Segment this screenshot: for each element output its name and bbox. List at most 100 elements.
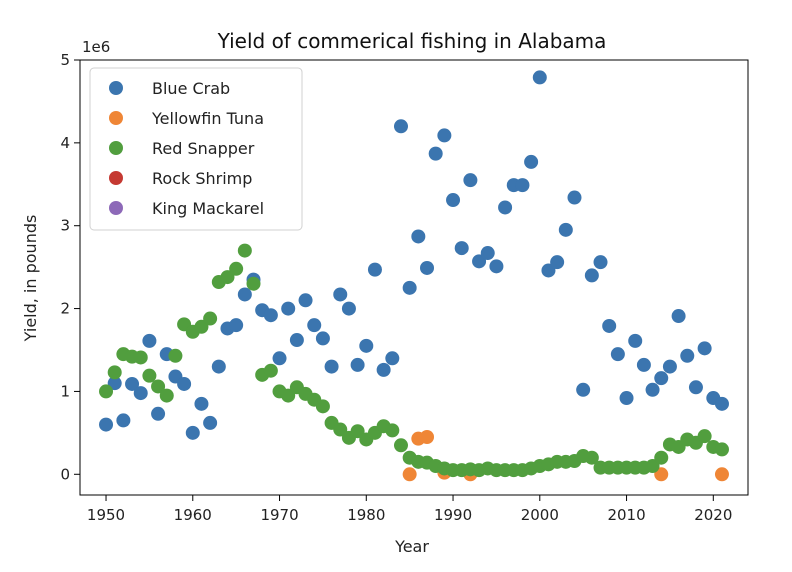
legend-marker (109, 111, 123, 125)
series-red-snapper (99, 243, 729, 478)
blue-crab-point (307, 318, 322, 333)
yellowfin-tuna-point (714, 467, 729, 482)
legend-marker (109, 81, 123, 95)
blue-crab-point (341, 301, 356, 316)
red-snapper-point (107, 365, 122, 380)
blue-crab-point (116, 413, 131, 428)
blue-crab-point (367, 262, 382, 277)
blue-crab-point (714, 396, 729, 411)
x-tick-label: 1950 (87, 506, 125, 524)
chart-title: Yield of commerical fishing in Alabama (217, 29, 607, 53)
blue-crab-point (177, 376, 192, 391)
blue-crab-point (272, 351, 287, 366)
yellowfin-tuna-point (420, 430, 435, 444)
blue-crab-point (654, 371, 669, 386)
red-snapper-point (714, 442, 729, 457)
yellowfin-tuna-point (402, 467, 417, 482)
red-snapper-point (263, 363, 278, 378)
blue-crab-point (99, 417, 114, 432)
blue-crab-point (289, 333, 304, 348)
blue-crab-point (636, 357, 651, 372)
x-tick-label: 2010 (607, 506, 645, 524)
blue-crab-point (662, 359, 677, 374)
blue-crab-point (298, 293, 313, 308)
red-snapper-point (229, 261, 244, 276)
red-snapper-point (333, 422, 348, 437)
blue-crab-point (532, 70, 547, 85)
y-axis-label: Yield, in pounds (21, 215, 40, 343)
blue-crab-point (350, 357, 365, 372)
x-axis-ticks: 1950 1960 1970 1980 1990 2000 2010 2020 (87, 495, 732, 524)
red-snapper-point (246, 276, 261, 291)
y-tick-label: 0 (60, 465, 70, 483)
red-snapper-point (385, 423, 400, 438)
blue-crab-point (524, 154, 539, 169)
blue-crab-point (133, 386, 148, 401)
series-blue-crab (99, 70, 729, 440)
legend-box (89, 67, 303, 231)
blue-crab-point (541, 263, 556, 278)
blue-crab-point (151, 406, 166, 421)
blue-crab-point (610, 347, 625, 362)
red-snapper-point (315, 399, 330, 414)
blue-crab-point (454, 241, 469, 256)
legend-label: Yellowfin Tuna (151, 109, 264, 128)
blue-crab-point (142, 333, 157, 348)
blue-crab-point (107, 376, 122, 391)
blue-crab-point (411, 229, 426, 244)
red-snapper-point (133, 350, 148, 365)
blue-crab-point (628, 333, 643, 348)
red-snapper-point (151, 379, 166, 394)
red-snapper-point (99, 384, 114, 399)
blue-crab-point (558, 222, 573, 237)
red-snapper-point (194, 319, 209, 334)
red-snapper-point (159, 388, 174, 403)
blue-crab-point (463, 173, 478, 188)
red-snapper-point (281, 388, 296, 403)
blue-crab-point (437, 128, 452, 143)
blue-crab-point (420, 260, 435, 275)
blue-crab-point (125, 376, 140, 391)
data-points (99, 70, 729, 482)
red-snapper-point (654, 450, 669, 465)
blue-crab-point (393, 119, 408, 134)
legend-label: King Mackarel (152, 199, 264, 218)
y-axis-offset-label: 1e6 (82, 38, 110, 56)
blue-crab-point (385, 351, 400, 366)
blue-crab-point (472, 254, 487, 269)
x-tick-label: 1970 (260, 506, 298, 524)
y-tick-label: 3 (60, 217, 70, 235)
legend-label: Blue Crab (152, 79, 230, 98)
blue-crab-point (489, 259, 504, 274)
blue-crab-point (211, 359, 226, 374)
blue-crab-point (602, 318, 617, 333)
red-snapper-point (645, 459, 660, 473)
blue-crab-point (671, 309, 686, 324)
legend-label: Rock Shrimp (152, 169, 252, 188)
red-snapper-point (142, 368, 157, 383)
x-tick-label: 2000 (521, 506, 559, 524)
x-tick-label: 1980 (347, 506, 385, 524)
blue-crab-point (194, 396, 209, 411)
legend-marker (109, 171, 123, 185)
legend-marker (109, 201, 123, 215)
blue-crab-point (203, 415, 218, 430)
blue-crab-point (584, 268, 599, 283)
red-snapper-point (697, 429, 712, 444)
yellowfin-tuna-point (654, 467, 669, 482)
y-tick-label: 2 (60, 300, 70, 318)
red-snapper-point (584, 450, 599, 465)
blue-crab-point (619, 391, 634, 406)
legend-marker (109, 141, 123, 155)
red-snapper-point (203, 311, 218, 326)
blue-crab-point (376, 362, 391, 377)
blue-crab-point (515, 178, 530, 193)
blue-crab-point (680, 348, 695, 363)
blue-crab-point (333, 287, 348, 302)
blue-crab-point (446, 193, 461, 208)
x-tick-label: 2020 (694, 506, 732, 524)
blue-crab-point (281, 301, 296, 316)
blue-crab-point (480, 246, 495, 261)
blue-crab-point (498, 200, 513, 215)
